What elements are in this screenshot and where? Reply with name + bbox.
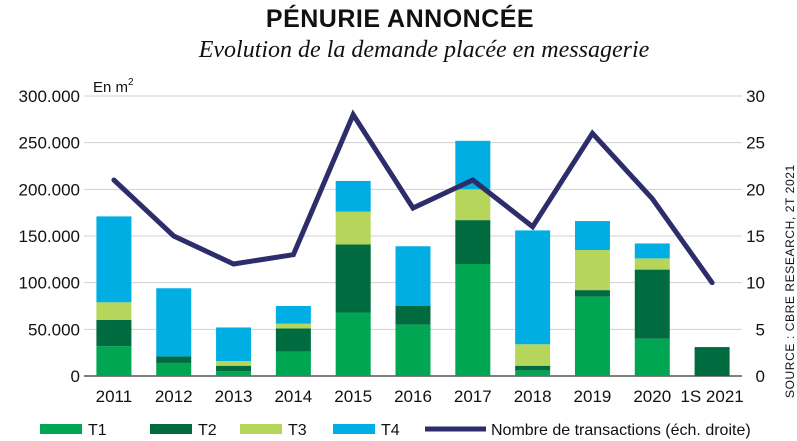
x-tick-label: 2020 — [633, 387, 671, 406]
source-note: SOURCE : CBRE RESEARCH, 2T 2021 — [783, 164, 797, 398]
bar-segment-t2 — [156, 356, 192, 363]
bar-segment-t2 — [216, 365, 252, 372]
bar-segment-t2 — [335, 244, 371, 313]
bars — [96, 140, 730, 376]
bar-segment-t1 — [335, 312, 371, 376]
bar-segment-t1 — [574, 296, 610, 376]
bar-segment-t3 — [574, 250, 610, 291]
right-tick-label: 20 — [746, 180, 765, 199]
bar-segment-t3 — [515, 344, 551, 366]
bar-segment-t3 — [96, 302, 132, 320]
right-tick-label: 15 — [746, 227, 765, 246]
left-tick-label: 150.000 — [19, 227, 80, 246]
x-tick-label: 2013 — [215, 387, 253, 406]
bar-segment-t1 — [216, 371, 252, 376]
bar-segment-t3 — [455, 189, 491, 221]
x-tick-label: 1S 2021 — [680, 387, 743, 406]
bar-segment-t1 — [515, 370, 551, 376]
bar-segment-t2 — [455, 220, 491, 264]
bar-segment-t2 — [395, 306, 431, 325]
bar-segment-t4 — [275, 306, 311, 324]
right-tick-label: 30 — [746, 87, 765, 106]
right-tick-label: 25 — [746, 134, 765, 153]
transactions-line — [111, 109, 715, 286]
unit-label: En m2 — [93, 77, 134, 96]
bar-segment-t2 — [275, 328, 311, 352]
left-tick-label: 50.000 — [28, 320, 80, 339]
unit-label-text: En m — [93, 79, 128, 96]
left-tick-label: 250.000 — [19, 134, 80, 153]
left-tick-label: 200.000 — [19, 180, 80, 199]
bar-segment-t3 — [275, 323, 311, 329]
bar-segment-t1 — [634, 338, 670, 376]
legend-label-t3: T3 — [288, 422, 307, 439]
bar-segment-t4 — [156, 288, 192, 357]
right-tick-label: 0 — [756, 367, 765, 386]
legend-swatch-t3 — [240, 424, 282, 434]
bar-segment-t4 — [574, 221, 610, 250]
bar-segment-t1 — [96, 346, 132, 376]
x-axis-ticks: 2011 2012 2013 2014 2015 2016 2017 2018 2019 2020… — [96, 387, 744, 406]
x-tick-label: 2015 — [334, 387, 372, 406]
legend-label-t2: T2 — [198, 422, 217, 439]
legend-label-t1: T1 — [88, 422, 107, 439]
x-tick-label: 2011 — [96, 387, 133, 406]
chart-subtitle: Evolution de la demande placée en messag… — [198, 37, 650, 63]
left-tick-label: 300.000 — [19, 87, 80, 106]
bar-segment-t1 — [395, 324, 431, 376]
x-tick-label: 2018 — [514, 387, 552, 406]
bar-segment-t2 — [634, 269, 670, 339]
unit-label-sup: 2 — [128, 77, 134, 88]
right-axis-ticks: 0 5 10 15 20 25 30 — [746, 87, 765, 386]
legend-label-line: Nombre de transactions (éch. droite) — [491, 422, 751, 439]
x-tick-label: 2019 — [574, 387, 612, 406]
legend-swatch-t2 — [150, 424, 192, 434]
transactions-line-group — [111, 109, 715, 286]
bar-segment-t1 — [275, 351, 311, 376]
bar-segment-t4 — [515, 230, 551, 345]
bar-segment-t4 — [216, 327, 252, 362]
bar-segment-t2 — [515, 365, 551, 371]
bar-segment-t2 — [96, 320, 132, 347]
right-tick-label: 10 — [746, 274, 765, 293]
x-tick-label: 2012 — [155, 387, 193, 406]
left-axis-ticks: 0 50.000 100.000 150.000 200.000 250.000 300.0… — [19, 87, 80, 386]
x-tick-label: 2017 — [454, 387, 492, 406]
bar-segment-t4 — [96, 216, 132, 303]
bar-segment-t4 — [395, 246, 431, 306]
legend-swatch-t1 — [40, 424, 82, 434]
bar-segment-t1 — [156, 362, 192, 376]
left-tick-label: 0 — [71, 367, 80, 386]
x-tick-label: 2016 — [394, 387, 432, 406]
chart-title: PÉNURIE ANNONCÉE — [266, 4, 534, 33]
bar-segment-t2 — [694, 347, 730, 376]
x-tick-label: 2014 — [274, 387, 312, 406]
bar-segment-t3 — [634, 258, 670, 270]
legend: T1 T2 T3 T4 Nombre de transactions (éch. dro… — [40, 422, 751, 439]
bar-segment-t3 — [216, 361, 252, 366]
legend-swatch-t4 — [333, 424, 375, 434]
bar-segment-t3 — [335, 211, 371, 245]
bar-segment-t4 — [335, 180, 371, 212]
legend-label-t4: T4 — [381, 422, 400, 439]
right-tick-label: 5 — [756, 320, 765, 339]
bar-segment-t1 — [455, 264, 491, 376]
left-tick-label: 100.000 — [19, 274, 80, 293]
gridlines — [84, 95, 742, 377]
bar-segment-t4 — [634, 243, 670, 259]
bar-segment-t2 — [574, 290, 610, 297]
